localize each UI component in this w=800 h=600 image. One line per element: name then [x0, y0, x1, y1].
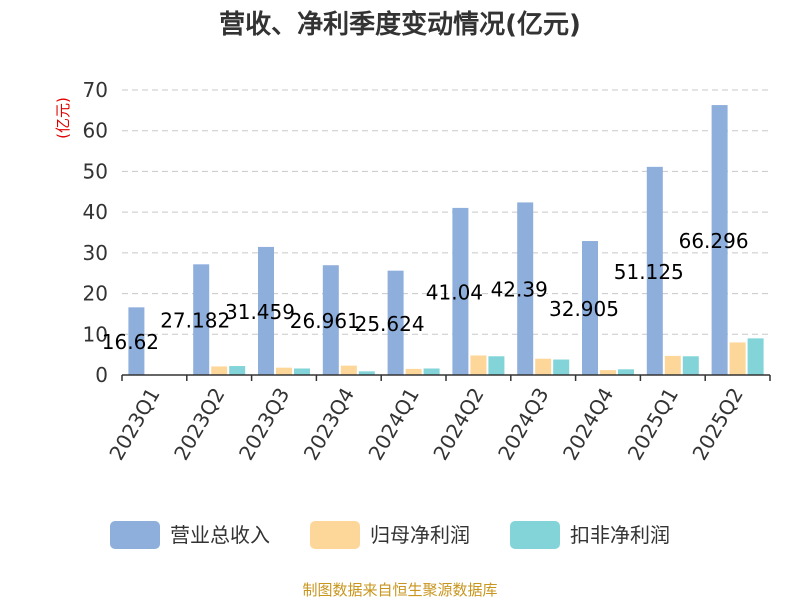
bar-2 [535, 358, 552, 375]
y-tick-label: 70 [83, 78, 108, 102]
bar-3 [294, 368, 310, 375]
bar-3 [618, 369, 634, 375]
x-tick-label: 2024Q4 [558, 384, 618, 465]
bar-1 [582, 241, 598, 375]
x-tick-label: 2023Q2 [169, 384, 229, 465]
bar-2 [600, 370, 616, 375]
x-tick-label: 2024Q1 [363, 384, 423, 465]
bar-1 [193, 264, 210, 375]
x-axis-ticks: 2023Q1 2023Q2 2023Q3 2023Q4 2024Q1 2024Q2 2024… [104, 384, 748, 465]
legend-swatch [510, 521, 560, 549]
bar-1 [128, 307, 145, 375]
bar-2 [664, 355, 681, 375]
bars [128, 105, 764, 376]
y-tick-label: 10 [83, 322, 108, 346]
legend-label: 营业总收入 [170, 523, 270, 547]
data-label: 66.296 [679, 229, 749, 253]
y-tick-label: 20 [83, 282, 108, 306]
bar-3 [747, 338, 764, 375]
bar-1 [322, 265, 339, 375]
source-note: 制图数据来自恒生聚源数据库 [302, 581, 497, 599]
legend-swatch [110, 521, 160, 549]
x-axis [121, 374, 771, 381]
data-label: 42.39 [491, 278, 548, 302]
bar-1 [387, 270, 404, 375]
bar-2 [340, 365, 357, 375]
data-label: 41.04 [426, 280, 483, 304]
bar-3 [423, 368, 440, 375]
x-tick-label: 2024Q2 [428, 384, 488, 465]
bar-1 [517, 202, 534, 375]
data-label: 27.182 [160, 309, 230, 333]
bar-1 [258, 246, 274, 375]
x-tick-label: 2024Q3 [493, 384, 553, 465]
bar-3 [358, 371, 375, 375]
bar-3 [229, 366, 246, 375]
data-label: 51.125 [614, 260, 684, 284]
bar-2 [405, 368, 422, 375]
bar-2 [470, 355, 487, 375]
data-label: 16.62 [102, 330, 159, 354]
bar-2 [276, 367, 292, 375]
data-label: 25.624 [355, 312, 425, 336]
data-label: 31.459 [225, 300, 295, 324]
legend-label: 扣非净利润 [570, 523, 670, 547]
legend-swatch [310, 521, 360, 549]
bar-3 [553, 359, 570, 375]
bar-1 [646, 166, 663, 375]
y-tick-label: 30 [83, 241, 108, 265]
x-tick-label: 2023Q1 [104, 384, 164, 465]
x-tick-label: 2023Q3 [234, 384, 294, 465]
bar-3 [682, 356, 699, 375]
x-tick-label: 2025Q1 [623, 384, 683, 465]
legend-label: 归母净利润 [370, 523, 470, 547]
bar-2 [729, 342, 746, 375]
chart-title: 营收、净利季度变动情况(亿元) [219, 9, 581, 40]
bar-1 [452, 207, 469, 375]
bar-2 [211, 366, 228, 375]
x-tick-label: 2023Q4 [299, 384, 359, 465]
y-tick-label: 0 [95, 363, 108, 387]
data-label: 26.961 [290, 309, 360, 333]
legend: 营业总收入 归母净利润 扣非净利润 [110, 521, 670, 549]
y-axis-unit: (亿元) [54, 97, 72, 139]
y-axis-ticks: 0 10 20 30 40 50 60 70 [83, 78, 108, 387]
x-tick-label: 2025Q2 [687, 384, 747, 465]
bar-1 [711, 105, 728, 376]
bar-3 [488, 356, 505, 375]
y-tick-label: 60 [83, 119, 108, 143]
y-tick-label: 50 [83, 159, 108, 183]
y-tick-label: 40 [83, 200, 108, 224]
data-label: 32.905 [549, 297, 619, 321]
